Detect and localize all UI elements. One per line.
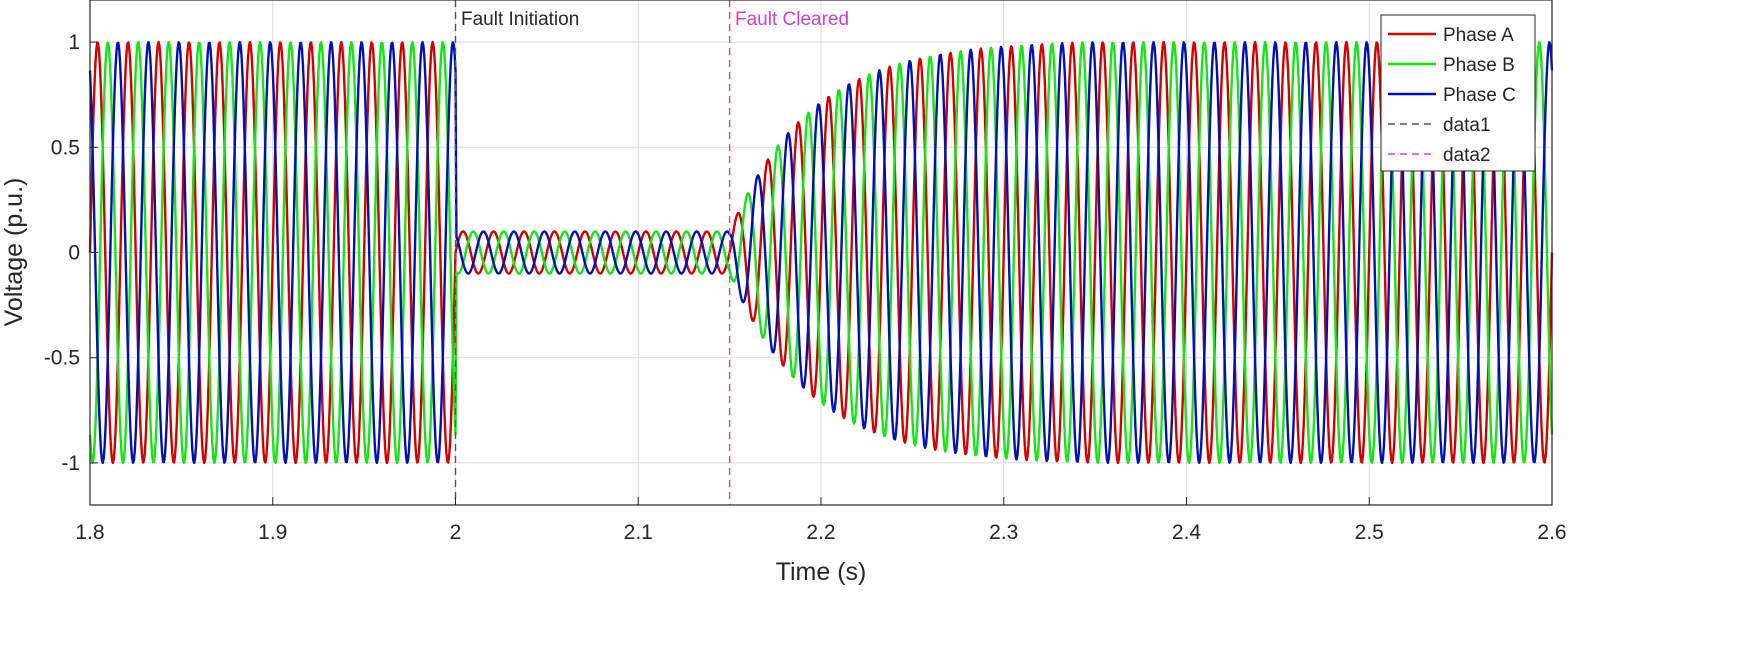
series-line-phase-a [88,40,1554,465]
legend-label-phase-b: Phase B [1443,55,1515,76]
x-tick-label: 1.8 [75,521,104,544]
legend-label-phase-a: Phase A [1443,25,1514,46]
y-tick-label: 1 [68,31,80,54]
x-tick-label: 2 [450,521,462,544]
fault-cleared-label: Fault Cleared [735,9,849,30]
x-axis-title: Time (s) [776,558,867,586]
legend-label-data1: data1 [1443,115,1491,136]
legend-label-data2: data2 [1443,145,1491,166]
legend-label-phase-c: Phase C [1443,85,1516,106]
x-tick-label: 2.6 [1537,521,1566,544]
y-tick-label: -0.5 [44,347,80,370]
x-tick-label: 2.5 [1355,521,1384,544]
y-tick-label: 0 [68,242,80,265]
x-tick-label: 2.4 [1172,521,1202,544]
y-tick-label: -1 [61,452,80,475]
series-group [88,40,1554,465]
fault-initiation-label: Fault Initiation [461,9,579,30]
x-tick-label: 2.3 [989,521,1018,544]
y-axis-ticks: 1 0.5 0 -0.5 -1 [44,31,98,475]
y-tick-label: 0.5 [51,136,80,159]
x-tick-label: 1.9 [258,521,287,544]
legend: Phase A Phase B Phase C data1 data2 [1380,14,1536,172]
series-line-phase-c [88,40,1554,465]
vline-group [454,0,731,505]
y-axis-title: Voltage (p.u.) [0,178,28,327]
x-tick-label: 2.2 [806,521,835,544]
x-tick-label: 2.1 [624,521,653,544]
x-axis-ticks: 1.8 1.9 2 2.1 2.2 2.3 2.4 2.5 2.6 [75,497,1567,544]
series-line-phase-b [88,40,1554,465]
